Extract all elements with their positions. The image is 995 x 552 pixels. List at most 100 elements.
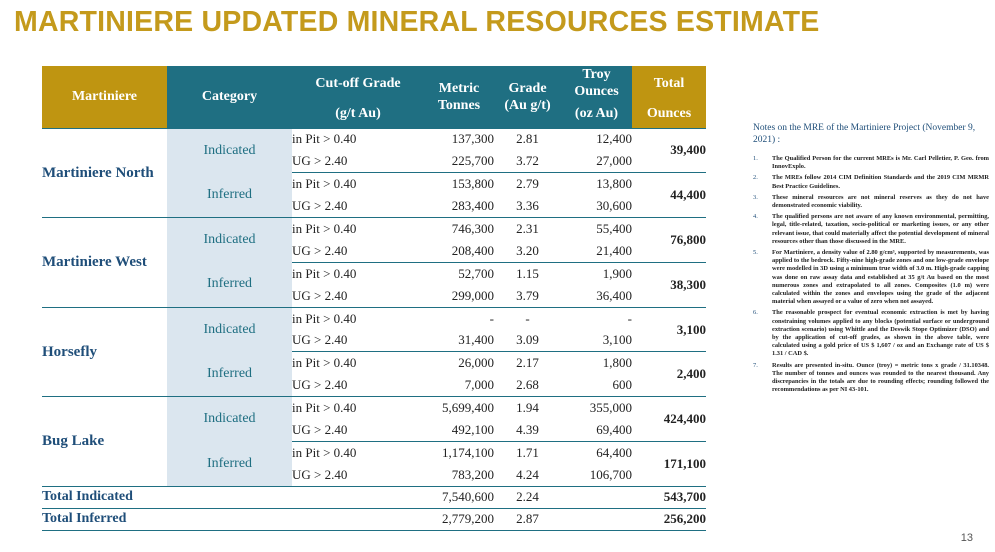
cutoff-cell: UG > 2.40 bbox=[292, 332, 348, 348]
total-tonnes: 7,540,600 bbox=[424, 485, 494, 509]
total-ounces: 543,700 bbox=[632, 485, 706, 509]
note-number: 1. bbox=[753, 155, 758, 162]
note-item: 1. The Qualified Person for the current M… bbox=[753, 155, 989, 171]
grade-cell: 4.39 bbox=[516, 422, 539, 438]
cutoff-cell: in Pit > 0.40 bbox=[292, 306, 424, 330]
grade-cell: 3.36 bbox=[516, 198, 539, 214]
troy-ounces-cell: 1,800 bbox=[561, 351, 632, 375]
table-row: UG > 2.40 783,200 4.24 106,700 bbox=[42, 464, 706, 486]
tonnes-cell: 225,700 bbox=[451, 153, 494, 169]
troy-ounces-cell: - bbox=[561, 306, 632, 330]
note-text: The Qualified Person for the current MRE… bbox=[772, 155, 989, 171]
note-item: 2. The MREs follow 2014 CIM Definition St… bbox=[753, 174, 989, 190]
troy-ounces-cell: 12,400 bbox=[561, 127, 632, 151]
total-ounces-cell: 171,100 bbox=[632, 440, 706, 487]
grade-cell: 4.24 bbox=[516, 466, 539, 482]
header-cutoff-unit: (g/t Au) bbox=[292, 100, 424, 128]
header-grade: Grade (Au g/t) bbox=[494, 66, 561, 128]
grade-cell: 2.81 bbox=[494, 127, 561, 151]
note-number: 2. bbox=[753, 174, 758, 182]
note-text: These mineral resources are not mineral … bbox=[772, 193, 989, 210]
note-text: The reasonable prospect for eventual eco… bbox=[772, 309, 989, 358]
cutoff-cell: in Pit > 0.40 bbox=[292, 172, 424, 196]
total-grade: 2.87 bbox=[494, 507, 561, 531]
troy-ounces-cell: 21,400 bbox=[596, 242, 632, 258]
troy-ounces-cell: 27,000 bbox=[596, 153, 632, 169]
tonnes-cell: 153,800 bbox=[424, 172, 494, 196]
cutoff-cell: UG > 2.40 bbox=[292, 422, 348, 438]
cutoff-cell: UG > 2.40 bbox=[292, 153, 348, 169]
cutoff-cell: in Pit > 0.40 bbox=[292, 396, 424, 420]
site-name: Bug Lake bbox=[42, 396, 167, 487]
cutoff-cell: in Pit > 0.40 bbox=[292, 127, 424, 151]
total-ounces-cell: 2,400 bbox=[632, 351, 706, 397]
table-row: Inferred in Pit > 0.40 26,000 2.17 1,800 2,40… bbox=[42, 351, 706, 397]
cutoff-cell: UG > 2.40 bbox=[292, 242, 348, 258]
grade-cell: 2.17 bbox=[494, 351, 561, 375]
table-row: UG > 2.40 225,700 3.72 27,000 bbox=[42, 150, 706, 172]
header-cutoff: Cut-off Grade bbox=[292, 66, 424, 100]
tonnes-cell: 299,000 bbox=[451, 287, 494, 303]
troy-ounces-cell: 36,400 bbox=[596, 287, 632, 303]
cutoff-cell: in Pit > 0.40 bbox=[292, 217, 424, 240]
note-number: 7. bbox=[753, 361, 758, 369]
total-ounces-cell: 39,400 bbox=[632, 127, 706, 173]
category-cell: Inferred bbox=[167, 172, 292, 218]
note-item: 7. Results are presented in-situ. Ounce (… bbox=[753, 362, 989, 395]
note-number: 6. bbox=[753, 309, 758, 317]
table-row: Martiniere West Indicated in Pit > 0.40 746… bbox=[42, 217, 706, 308]
troy-ounces-cell: 106,700 bbox=[589, 466, 632, 482]
resources-body: Martiniere North Indicated in Pit > 0.40 13… bbox=[42, 127, 706, 531]
page-number: 13 bbox=[960, 532, 973, 544]
total-label: Total Inferred bbox=[42, 507, 424, 531]
note-number: 3. bbox=[753, 193, 758, 201]
notes-title: Notes on the MRE of the Martiniere Proje… bbox=[753, 123, 976, 145]
grade-cell: 3.72 bbox=[516, 153, 539, 169]
troy-ounces-cell: 13,800 bbox=[561, 172, 632, 196]
header-tonnes-line2: Tonnes bbox=[437, 97, 481, 113]
troy-ounces-cell: 600 bbox=[612, 377, 633, 393]
note-text: The qualified persons are not aware of a… bbox=[772, 213, 989, 245]
tonnes-cell: 783,200 bbox=[451, 466, 494, 482]
table-row: Inferred in Pit > 0.40 52,700 1.15 1,900 38,3… bbox=[42, 261, 706, 308]
header-total-line1: Total bbox=[632, 66, 706, 100]
header-category: Category bbox=[167, 66, 292, 128]
total-row: Total Inferred 2,779,200 2.87 256,200 bbox=[42, 507, 706, 531]
header-troy-line2: Ounces bbox=[561, 83, 632, 100]
tonnes-cell: - bbox=[424, 306, 494, 330]
troy-ounces-cell: 355,000 bbox=[561, 396, 632, 420]
grade-cell: 1.71 bbox=[494, 440, 561, 464]
table-row: Martiniere North Indicated in Pit > 0.40 13… bbox=[42, 127, 706, 218]
grade-cell: 1.94 bbox=[494, 396, 561, 420]
table-row: UG > 2.40 7,000 2.68 600 bbox=[42, 374, 706, 396]
header-tonnes: Metric Tonnes bbox=[424, 66, 494, 128]
tonnes-cell: 208,400 bbox=[451, 242, 494, 258]
resources-table: Martiniere Category Cut-off Grade Metric… bbox=[42, 66, 706, 531]
troy-ounces-cell: 3,100 bbox=[602, 332, 632, 348]
tonnes-cell: 5,699,400 bbox=[424, 396, 494, 420]
troy-ounces-cell: 1,900 bbox=[561, 261, 632, 285]
tonnes-cell: 283,400 bbox=[451, 198, 494, 214]
category-cell: Indicated bbox=[167, 127, 292, 173]
grade-cell: 3.79 bbox=[516, 287, 539, 303]
note-text: The MREs follow 2014 CIM Definition Stan… bbox=[772, 174, 989, 190]
cutoff-cell: UG > 2.40 bbox=[292, 287, 348, 303]
tonnes-cell: 492,100 bbox=[451, 422, 494, 438]
cutoff-cell: UG > 2.40 bbox=[292, 377, 348, 393]
grade-cell: 3.20 bbox=[516, 242, 539, 258]
grade-cell: 2.68 bbox=[516, 377, 539, 393]
total-ounces-cell: 76,800 bbox=[632, 217, 706, 263]
note-number: 5. bbox=[753, 249, 758, 257]
notes-list: 1. The Qualified Person for the current M… bbox=[753, 155, 989, 394]
site-name: Martiniere North bbox=[42, 127, 167, 218]
table-row: Bug Lake Indicated in Pit > 0.40 5,699,400 1… bbox=[42, 396, 706, 487]
site-name: Martiniere West bbox=[42, 217, 167, 308]
page-title: MARTINIERE UPDATED MINERAL RESOURCES EST… bbox=[14, 6, 820, 38]
header-troy-line3: (oz Au) bbox=[561, 100, 632, 128]
header-troy-line1: Troy bbox=[561, 66, 632, 83]
category-cell: Indicated bbox=[167, 217, 292, 263]
note-text: Results are presented in-situ. Ounce (tr… bbox=[772, 361, 989, 394]
tonnes-cell: 1,174,100 bbox=[424, 440, 494, 464]
total-troy-blank bbox=[561, 485, 632, 509]
tonnes-cell: 26,000 bbox=[424, 351, 494, 375]
